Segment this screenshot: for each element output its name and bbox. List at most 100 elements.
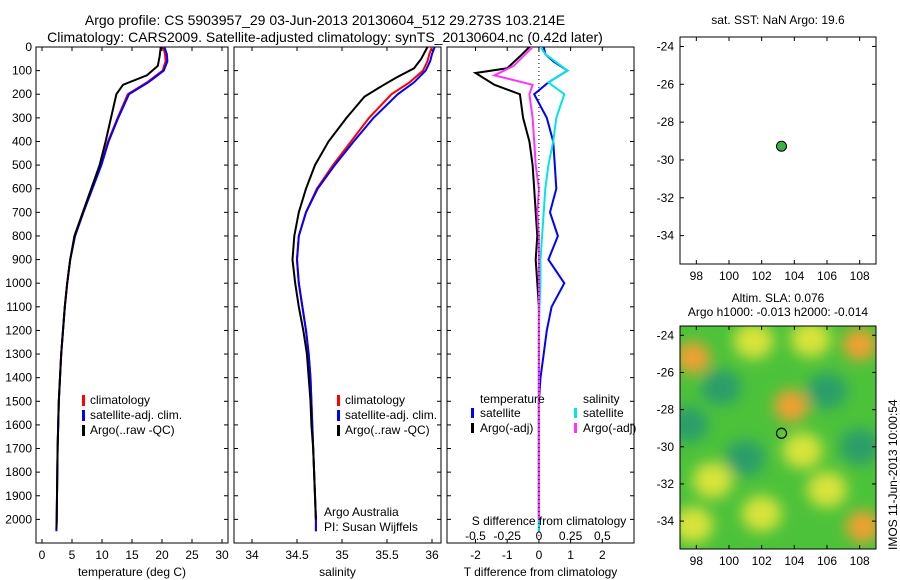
sla-anomaly-mid — [680, 506, 714, 543]
temperature-legend-swatch — [82, 395, 85, 406]
temperature-x-tick-label: 5 — [69, 548, 76, 562]
sla-anomaly-mid — [733, 326, 774, 359]
sla-map-subtitle: Argo h1000: -0.013 h2000: -0.014 — [688, 305, 868, 319]
temperature-legend-swatch — [82, 425, 85, 436]
depth-tick-label: 100 — [12, 64, 32, 78]
sla-anomaly-low — [807, 373, 847, 410]
salinity-legend-swatch — [337, 395, 340, 406]
depth-tick-label: 1500 — [5, 394, 32, 408]
sla-anomaly-high — [774, 389, 809, 422]
diff-top-tick-label: 0 — [536, 529, 543, 543]
depth-tick-label: 300 — [12, 111, 32, 125]
salinity-legend-label: climatology — [345, 393, 405, 407]
sst-map-y-tick-label: -24 — [657, 39, 675, 53]
difference-x-tick-label: 2 — [599, 548, 606, 562]
sla-map-x-tick-label: 98 — [690, 554, 704, 568]
diff-legend-temperature-heading: temperature — [480, 392, 545, 406]
salinity-series-group — [291, 47, 436, 532]
sla-map-x-tick-label: 100 — [719, 554, 739, 568]
sla-anomaly-low — [725, 439, 766, 476]
salinity-line-black — [291, 47, 429, 520]
sst-map-x-tick-label: 102 — [752, 269, 772, 283]
depth-tick-label: 800 — [12, 229, 32, 243]
map-panels — [679, 36, 877, 550]
diff-legend-swatch — [471, 423, 474, 433]
axis-text: 0100200300400500600700800900100011001200… — [5, 13, 870, 579]
sla-map-y-tick-label: -28 — [657, 403, 675, 417]
depth-tick-label: 1200 — [5, 323, 32, 337]
difference-line-cyan — [537, 47, 570, 532]
sla-map-title: Altim. SLA: 0.076 — [732, 291, 825, 305]
plot-title-line1: Argo profile: CS 5903957_29 03-Jun-2013 … — [84, 12, 566, 28]
temperature-frame — [35, 46, 229, 544]
depth-tick-label: 1100 — [6, 300, 32, 314]
plot-title-line2: Climatology: CARS2009. Satellite-adjuste… — [47, 29, 603, 45]
sla-anomaly-mid — [790, 326, 831, 358]
salinity-legend-label: Argo(..raw -QC) — [345, 423, 430, 437]
diff-top-tick-label: -0.25 — [494, 529, 522, 543]
sla-anomaly-mid — [807, 471, 847, 508]
sla-map-y-tick-label: -34 — [657, 514, 675, 528]
depth-tick-label: 400 — [12, 134, 32, 148]
sla-anomaly-mid — [782, 432, 823, 469]
sla-map-x-tick-label: 104 — [784, 554, 804, 568]
sst-map-x-tick-label: 100 — [719, 269, 739, 283]
salinity-x-tick-label: 34.5 — [285, 548, 309, 562]
diff-legend-swatch — [471, 408, 474, 418]
temperature-x-tick-label: 10 — [95, 548, 109, 562]
temperature-x-tick-label: 20 — [155, 548, 169, 562]
difference-series-group — [472, 47, 570, 532]
depth-tick-label: 700 — [12, 205, 32, 219]
difference-x-tick-label: 0 — [536, 548, 543, 562]
salinity-legend-swatch — [337, 425, 340, 436]
float-agency: Argo Australia — [324, 505, 399, 519]
diff-top-tick-label: 0.25 — [559, 529, 583, 543]
imos-timestamp: IMOS 11-Jun-2013 10:00:54 — [886, 399, 900, 550]
sla-map-x-tick-label: 108 — [850, 554, 870, 568]
diff-legend-swatch — [574, 408, 577, 418]
sla-heatmap — [680, 326, 876, 549]
temperature-xlabel: temperature (deg C) — [78, 565, 186, 579]
depth-tick-label: 2000 — [5, 512, 32, 526]
difference-line-black — [472, 47, 540, 520]
temperature-series-group — [55, 47, 169, 532]
sla-map-x-tick-label: 106 — [817, 554, 837, 568]
temperature-x-tick-label: 25 — [185, 548, 199, 562]
temperature-x-tick-label: 15 — [125, 548, 139, 562]
diff-legend-temperature-argo: Argo(-adj) — [480, 421, 533, 435]
depth-tick-label: 0 — [25, 40, 32, 54]
sst-map-frame — [679, 36, 877, 265]
depth-tick-label: 600 — [12, 182, 32, 196]
difference-x-tick-label: -2 — [470, 548, 481, 562]
float-position-marker — [775, 427, 788, 439]
salinity-legend-label: satellite-adj. clim. — [345, 408, 437, 422]
temperature-legend-label: satellite-adj. clim. — [90, 408, 182, 422]
sla-map-y-tick-label: -32 — [657, 477, 675, 491]
depth-tick-label: 1700 — [5, 442, 32, 456]
difference-line-magenta — [491, 47, 540, 520]
diff-top-xlabel: S difference from climatology — [472, 514, 627, 528]
depth-tick-label: 200 — [12, 87, 32, 101]
temperature-x-tick-label: 30 — [215, 548, 229, 562]
salinity-legend-swatch — [337, 410, 340, 421]
sst-map-x-tick-label: 98 — [690, 269, 704, 283]
depth-tick-label: 1800 — [5, 465, 32, 479]
temperature-legend-label: climatology — [90, 393, 150, 407]
sla-blob-group — [680, 326, 876, 543]
sst-map-y-tick-label: -28 — [657, 115, 675, 129]
diff-legend-swatch — [574, 423, 577, 433]
salinity-line-blue — [295, 47, 436, 532]
sla-map-y-tick-label: -30 — [657, 440, 675, 454]
float-position-marker — [775, 140, 787, 152]
sla-map-x-tick-label: 102 — [752, 554, 772, 568]
sla-anomaly-high — [845, 510, 876, 543]
depth-tick-label: 1900 — [5, 489, 32, 503]
diff-legend-salinity-satellite: satellite — [583, 406, 624, 420]
salinity-xlabel: salinity — [319, 565, 356, 579]
sst-map-title: sat. SST: NaN Argo: 19.6 — [711, 13, 845, 27]
sst-map-x-tick-label: 104 — [784, 269, 804, 283]
panel-frames — [35, 46, 635, 544]
difference-x-tick-label: -1 — [502, 548, 513, 562]
difference-x-tick-label: 1 — [567, 548, 574, 562]
sla-anomaly-mid — [741, 495, 782, 532]
